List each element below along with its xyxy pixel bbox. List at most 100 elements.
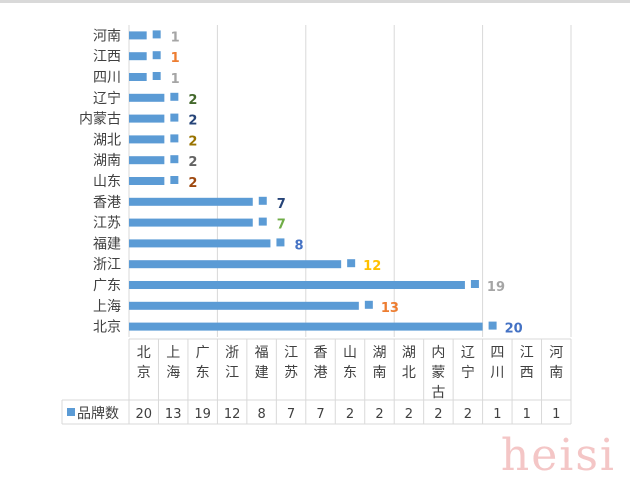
table-header-cell: 港: [314, 365, 328, 381]
table-header-cell: 蒙: [431, 365, 445, 381]
table-value-cell: 20: [135, 407, 152, 422]
table-header-cell: 广: [196, 345, 210, 361]
table-header-cell: 南: [549, 365, 563, 381]
table-header-cell: 辽: [461, 345, 475, 361]
bar-marker: [152, 72, 161, 80]
table-header-cell: 湖: [372, 345, 386, 361]
table-header-cell: 西: [520, 365, 534, 381]
data-label: 8: [294, 238, 303, 253]
bar: [129, 197, 253, 206]
data-label: 20: [505, 322, 523, 337]
bar: [129, 114, 165, 123]
table-value-cell: 12: [224, 407, 241, 422]
data-label: 7: [277, 197, 286, 212]
data-label: 2: [188, 134, 197, 149]
category-label: 广东: [93, 278, 121, 294]
bar: [129, 322, 483, 331]
category-label: 浙江: [93, 257, 121, 273]
table-value-cell: 7: [316, 407, 324, 422]
data-label: 2: [188, 176, 197, 191]
category-label: 江西: [93, 49, 121, 65]
bar-marker: [470, 280, 479, 288]
table-value-cell: 2: [375, 407, 383, 422]
table-header-cell: 江: [520, 345, 534, 361]
data-label: 2: [188, 93, 197, 108]
data-label: 19: [487, 280, 505, 295]
category-label: 河南: [93, 28, 121, 44]
table-header-cell: 南: [372, 365, 386, 381]
table-value-cell: 1: [493, 407, 501, 422]
category-label: 香港: [93, 195, 121, 211]
data-label: 13: [381, 301, 399, 316]
bar: [129, 177, 165, 185]
table-header-cell: 山: [343, 345, 357, 361]
table-value-cell: 1: [552, 407, 560, 422]
table-value-cell: 1: [523, 407, 531, 422]
legend-label: 品牌数: [77, 405, 119, 422]
bar: [129, 73, 147, 81]
bar: [129, 31, 147, 40]
table-value-cell: 19: [194, 407, 211, 422]
table-value-cell: 13: [165, 407, 182, 422]
table-header-cell: 川: [490, 365, 504, 381]
data-label: 1: [171, 72, 180, 87]
bar-marker: [170, 134, 179, 143]
bar: [129, 239, 271, 248]
bar: [129, 93, 165, 102]
table-value-cell: 2: [434, 407, 442, 422]
bar-marker: [152, 51, 161, 60]
table-header-cell: 福: [255, 345, 269, 361]
table-value-cell: 7: [287, 407, 295, 422]
data-label: 1: [171, 30, 180, 45]
category-label: 四川: [93, 70, 121, 86]
data-label: 2: [188, 114, 197, 129]
bar: [129, 156, 165, 165]
bar: [129, 301, 359, 310]
bar-marker: [276, 238, 285, 247]
table-value-cell: 2: [405, 407, 413, 422]
table-header-cell: 内: [431, 345, 445, 361]
table-header-cell: 江: [225, 365, 239, 381]
table-header-cell: 江: [284, 345, 298, 361]
bar: [129, 260, 342, 269]
legend-marker: [67, 408, 75, 416]
table-header-cell: 海: [166, 365, 180, 381]
bar-marker: [258, 196, 267, 205]
table-value-cell: 2: [346, 407, 354, 422]
bar-marker: [170, 92, 179, 101]
watermark: heisi: [500, 430, 616, 481]
table-header-cell: 湖: [402, 345, 416, 361]
bar: [129, 52, 147, 61]
table-value-cell: 2: [464, 407, 472, 422]
category-label: 山东: [93, 174, 121, 190]
table-header-cell: 建: [255, 365, 269, 381]
table-value-cell: 8: [257, 407, 265, 422]
data-label: 1: [171, 51, 180, 66]
table-header-cell: 上: [166, 345, 180, 361]
table-header-cell: 东: [196, 365, 210, 381]
category-label: 辽宁: [93, 90, 121, 107]
bar-marker: [258, 217, 267, 226]
table-header-cell: 浙: [225, 345, 239, 361]
table-header-cell: 苏: [284, 365, 298, 381]
data-label: 7: [277, 218, 286, 233]
bar-marker: [170, 155, 179, 164]
category-label: 北京: [93, 320, 121, 336]
data-label: 2: [188, 155, 197, 170]
category-label: 内蒙古: [79, 112, 121, 128]
category-label: 江苏: [93, 216, 121, 232]
bar-marker: [364, 300, 373, 309]
table-header-cell: 北: [402, 365, 416, 381]
table-header-cell: 古: [431, 385, 445, 401]
data-label: 12: [363, 259, 381, 274]
bar-marker: [347, 259, 356, 268]
bar: [129, 135, 165, 144]
bar: [129, 281, 465, 289]
table-header-cell: 京: [137, 365, 151, 381]
table-header-cell: 河: [549, 345, 563, 361]
bar-marker: [488, 321, 497, 330]
category-label: 湖北: [93, 132, 121, 148]
table-header-cell: 宁: [461, 364, 475, 381]
